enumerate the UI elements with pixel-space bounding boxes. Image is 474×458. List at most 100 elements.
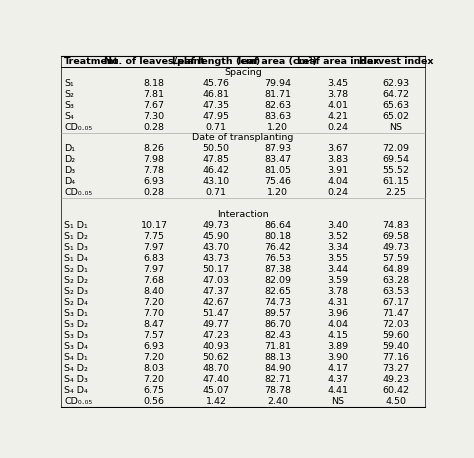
Text: No. of leaves/plant: No. of leaves/plant xyxy=(103,57,204,65)
Text: 84.90: 84.90 xyxy=(264,364,292,373)
Text: 7.20: 7.20 xyxy=(144,375,164,384)
Text: 86.64: 86.64 xyxy=(264,221,292,230)
Text: 7.67: 7.67 xyxy=(144,101,164,109)
Text: 7.81: 7.81 xyxy=(144,90,164,98)
Text: 64.72: 64.72 xyxy=(383,90,409,98)
Text: 87.93: 87.93 xyxy=(264,144,292,153)
Text: 47.37: 47.37 xyxy=(202,287,229,296)
Text: 65.02: 65.02 xyxy=(383,112,409,120)
Text: 4.04: 4.04 xyxy=(328,320,348,329)
Text: Interaction: Interaction xyxy=(217,210,269,219)
Text: 4.21: 4.21 xyxy=(328,112,348,120)
Text: D₁: D₁ xyxy=(64,144,75,153)
Text: 4.17: 4.17 xyxy=(328,364,348,373)
Text: 3.90: 3.90 xyxy=(327,353,348,362)
Text: 60.42: 60.42 xyxy=(383,386,409,395)
Text: 1.20: 1.20 xyxy=(267,122,288,131)
Text: 8.40: 8.40 xyxy=(144,287,164,296)
Text: CD₀.₀₅: CD₀.₀₅ xyxy=(64,397,92,406)
Text: 42.67: 42.67 xyxy=(202,298,229,307)
Text: 51.47: 51.47 xyxy=(202,309,229,318)
Text: 75.46: 75.46 xyxy=(264,177,292,186)
Text: 78.78: 78.78 xyxy=(264,386,292,395)
Text: 45.07: 45.07 xyxy=(202,386,229,395)
Text: 55.52: 55.52 xyxy=(383,166,409,175)
Text: 43.70: 43.70 xyxy=(202,243,229,252)
Text: 47.95: 47.95 xyxy=(202,112,229,120)
Text: 0.28: 0.28 xyxy=(144,188,164,197)
Text: 0.71: 0.71 xyxy=(205,122,227,131)
Text: S₄ D₄: S₄ D₄ xyxy=(64,386,88,395)
Text: 3.55: 3.55 xyxy=(327,254,348,263)
Text: 3.83: 3.83 xyxy=(327,155,348,164)
Text: Spacing: Spacing xyxy=(224,68,262,76)
Text: 62.93: 62.93 xyxy=(382,79,410,87)
Text: Treatment: Treatment xyxy=(64,57,119,65)
Text: 69.58: 69.58 xyxy=(383,232,409,241)
Text: 76.53: 76.53 xyxy=(264,254,292,263)
Text: S₃ D₁: S₃ D₁ xyxy=(64,309,88,318)
Text: 4.01: 4.01 xyxy=(328,101,348,109)
Text: 6.93: 6.93 xyxy=(144,342,164,351)
Text: 80.18: 80.18 xyxy=(264,232,292,241)
Text: S₄ D₁: S₄ D₁ xyxy=(64,353,88,362)
Text: 0.71: 0.71 xyxy=(205,188,227,197)
Text: 49.23: 49.23 xyxy=(382,375,410,384)
Text: 82.09: 82.09 xyxy=(264,276,292,285)
Text: 0.28: 0.28 xyxy=(144,122,164,131)
Text: S₂ D₁: S₂ D₁ xyxy=(64,265,88,274)
Text: 72.09: 72.09 xyxy=(383,144,409,153)
Text: 3.78: 3.78 xyxy=(327,287,348,296)
Text: 1.20: 1.20 xyxy=(267,188,288,197)
Text: D₄: D₄ xyxy=(64,177,75,186)
Text: S₂ D₄: S₂ D₄ xyxy=(64,298,88,307)
Text: Leaf area index: Leaf area index xyxy=(297,57,379,65)
Text: 57.59: 57.59 xyxy=(383,254,409,263)
Text: 7.20: 7.20 xyxy=(144,353,164,362)
Text: 82.43: 82.43 xyxy=(264,331,292,340)
Text: 4.41: 4.41 xyxy=(328,386,348,395)
Text: 79.94: 79.94 xyxy=(264,79,292,87)
Text: 3.44: 3.44 xyxy=(327,265,348,274)
Text: 7.78: 7.78 xyxy=(144,166,164,175)
Text: 8.03: 8.03 xyxy=(144,364,164,373)
Text: 4.04: 4.04 xyxy=(328,177,348,186)
Text: 82.71: 82.71 xyxy=(264,375,292,384)
Text: 2.25: 2.25 xyxy=(385,188,406,197)
Text: 81.71: 81.71 xyxy=(264,90,292,98)
Text: 49.73: 49.73 xyxy=(382,243,410,252)
Text: 8.26: 8.26 xyxy=(144,144,164,153)
Text: 49.77: 49.77 xyxy=(202,320,229,329)
Text: 74.73: 74.73 xyxy=(264,298,292,307)
Text: S₁ D₄: S₁ D₄ xyxy=(64,254,88,263)
Text: S₃: S₃ xyxy=(64,101,74,109)
Text: 43.10: 43.10 xyxy=(202,177,229,186)
Text: 10.17: 10.17 xyxy=(140,221,167,230)
Text: S₂: S₂ xyxy=(64,90,74,98)
Text: 59.60: 59.60 xyxy=(383,331,409,340)
Text: 4.31: 4.31 xyxy=(327,298,348,307)
Text: 72.03: 72.03 xyxy=(382,320,410,329)
Text: 8.18: 8.18 xyxy=(144,79,164,87)
Text: leaf area (cm²): leaf area (cm²) xyxy=(238,57,318,65)
Text: 3.89: 3.89 xyxy=(327,342,348,351)
Text: 63.28: 63.28 xyxy=(382,276,410,285)
Text: 82.65: 82.65 xyxy=(264,287,292,296)
Text: 40.93: 40.93 xyxy=(202,342,229,351)
Text: 50.62: 50.62 xyxy=(202,353,229,362)
Text: Date of transplanting: Date of transplanting xyxy=(192,133,293,142)
Text: Harvest index: Harvest index xyxy=(358,57,433,65)
Text: 3.96: 3.96 xyxy=(327,309,348,318)
Text: 69.54: 69.54 xyxy=(383,155,409,164)
Text: D₂: D₂ xyxy=(64,155,75,164)
Text: 3.91: 3.91 xyxy=(327,166,348,175)
Text: 46.42: 46.42 xyxy=(202,166,229,175)
Text: 89.57: 89.57 xyxy=(264,309,292,318)
Text: 7.57: 7.57 xyxy=(144,331,164,340)
Text: 47.85: 47.85 xyxy=(202,155,229,164)
Text: 0.24: 0.24 xyxy=(328,188,348,197)
Text: 7.98: 7.98 xyxy=(144,155,164,164)
Text: 64.89: 64.89 xyxy=(383,265,409,274)
Text: 4.15: 4.15 xyxy=(328,331,348,340)
Text: 61.15: 61.15 xyxy=(383,177,409,186)
